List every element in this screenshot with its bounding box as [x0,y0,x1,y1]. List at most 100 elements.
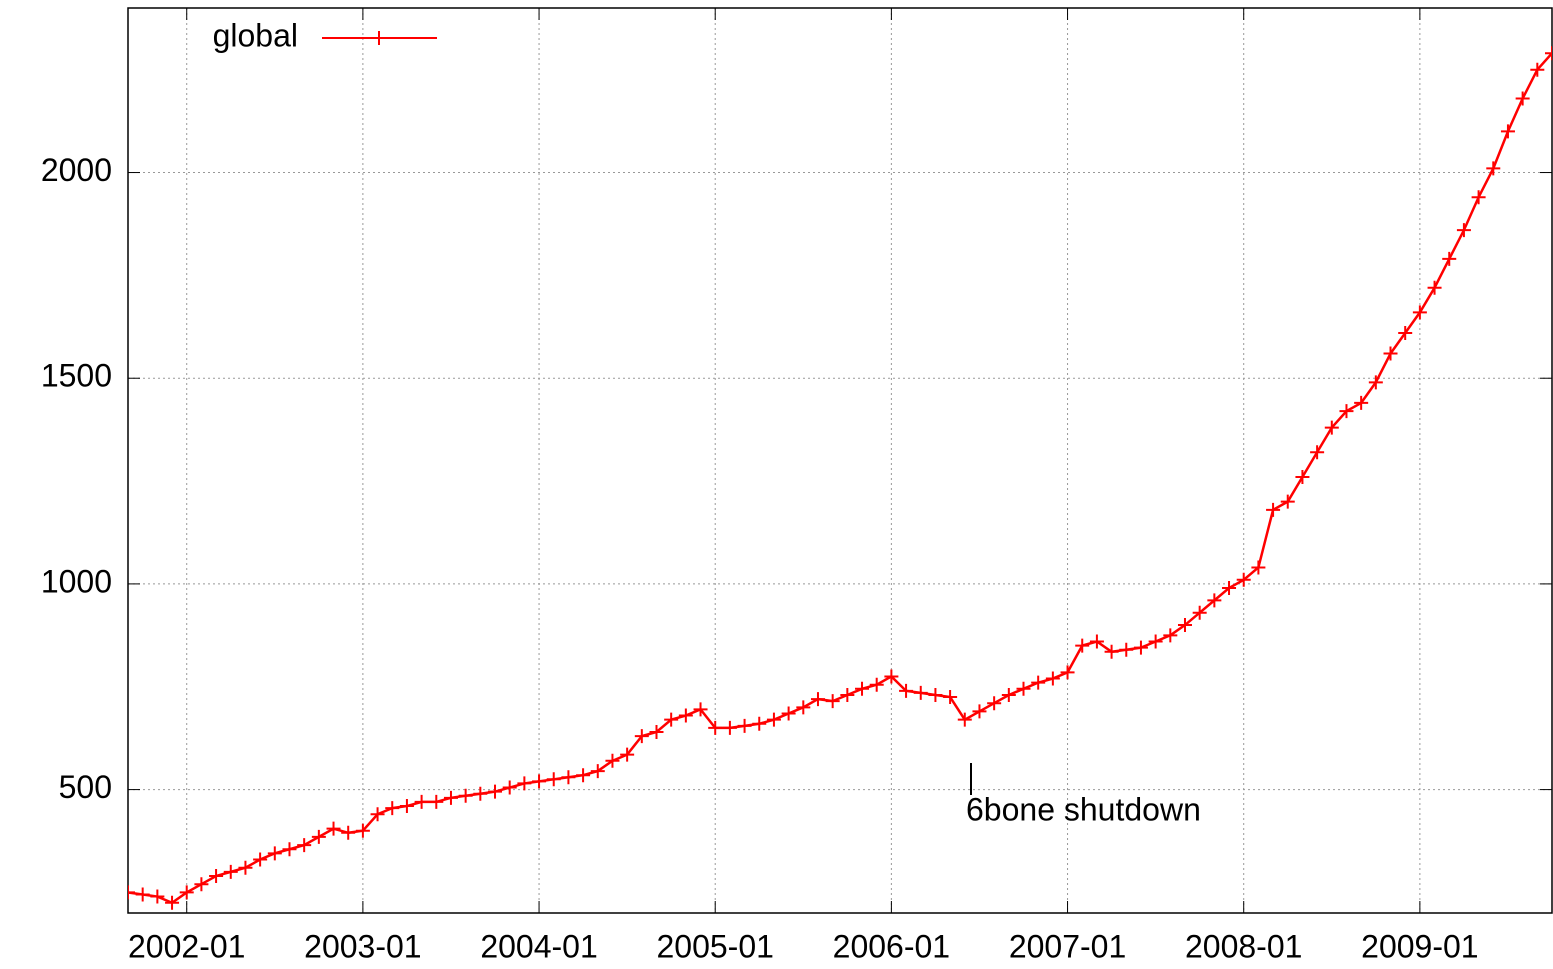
x-tick-label: 2002-01 [128,928,245,964]
point-marker [1016,681,1031,696]
point-marker [1412,305,1427,320]
point-marker [150,889,165,904]
point-marker [1324,420,1339,435]
point-marker [488,784,503,799]
point-marker [869,677,884,692]
point-marker [297,838,312,853]
point-marker [1119,642,1134,657]
annotation: 6bone shutdown [966,791,1201,827]
point-marker [1163,628,1178,643]
point-marker [1045,671,1060,686]
point-marker [1104,644,1119,659]
point-marker [341,825,356,840]
x-tick-label: 2005-01 [656,928,773,964]
point-marker [1398,325,1413,340]
point-marker [855,681,870,696]
point-marker [1383,346,1398,361]
point-marker [884,669,899,684]
point-marker [987,696,1002,711]
point-marker [414,794,429,809]
point-marker [576,768,591,783]
point-marker [1295,469,1310,484]
point-marker [253,852,268,867]
x-tick-label: 2004-01 [480,928,597,964]
point-marker [532,774,547,789]
point-marker [1133,640,1148,655]
point-marker [664,712,679,727]
legend-label: global [213,17,298,53]
point-marker [1545,46,1552,61]
point-marker [1192,605,1207,620]
point-marker [385,801,400,816]
point-marker [1222,581,1237,596]
point-marker [1266,502,1281,517]
point-marker [1177,618,1192,633]
point-marker [1530,62,1545,77]
point-marker [1339,404,1354,419]
point-marker [194,877,209,892]
point-marker [1060,665,1075,680]
point-marker [1354,395,1369,410]
y-tick-label: 1000 [41,563,112,599]
point-marker [1280,494,1295,509]
point-marker [840,687,855,702]
point-marker [1001,687,1016,702]
x-tick-label: 2007-01 [1009,928,1126,964]
point-marker [399,799,414,814]
point-marker [128,885,135,900]
point-marker [1310,445,1325,460]
point-marker [311,829,326,844]
point-marker [1148,634,1163,649]
point-marker [766,712,781,727]
point-marker [1236,572,1251,587]
point-marker [1442,251,1457,266]
point-marker [972,704,987,719]
point-marker [1075,638,1090,653]
point-marker [1471,190,1486,205]
point-marker [810,692,825,707]
point-marker [752,716,767,731]
point-marker [649,725,664,739]
point-marker [355,823,370,838]
point-marker [546,772,561,787]
point-marker [179,885,194,900]
y-tick-label: 500 [59,769,112,805]
legend-marker [372,31,386,45]
point-marker [899,683,914,698]
y-tick-label: 1500 [41,358,112,394]
point-marker [326,821,341,836]
plot-frame [127,7,1553,914]
series-line [128,52,1552,905]
point-marker [1251,560,1266,575]
point-marker [443,790,458,805]
point-marker [165,895,180,910]
point-marker [693,702,708,717]
point-marker [1089,634,1104,649]
point-marker [722,720,737,735]
point-marker [473,786,488,801]
point-marker [429,794,444,809]
point-marker [1207,593,1222,608]
point-marker [517,776,532,791]
point-marker [590,764,605,779]
point-marker [620,747,635,762]
point-marker [1500,124,1515,139]
point-marker [605,753,620,768]
point-marker [825,694,840,709]
point-marker [370,807,385,822]
point-marker [913,685,928,700]
point-marker [209,868,224,883]
point-marker [796,700,811,715]
point-marker [1368,375,1383,390]
x-tick-label: 2006-01 [833,928,950,964]
plot-area [128,46,1552,910]
point-marker [678,708,693,723]
x-tick-label: 2003-01 [304,928,421,964]
point-marker [135,887,150,902]
point-marker [781,706,796,721]
point-marker [737,718,752,733]
point-marker [1486,161,1501,176]
x-tick-label: 2009-01 [1361,928,1478,964]
point-marker [458,788,473,803]
